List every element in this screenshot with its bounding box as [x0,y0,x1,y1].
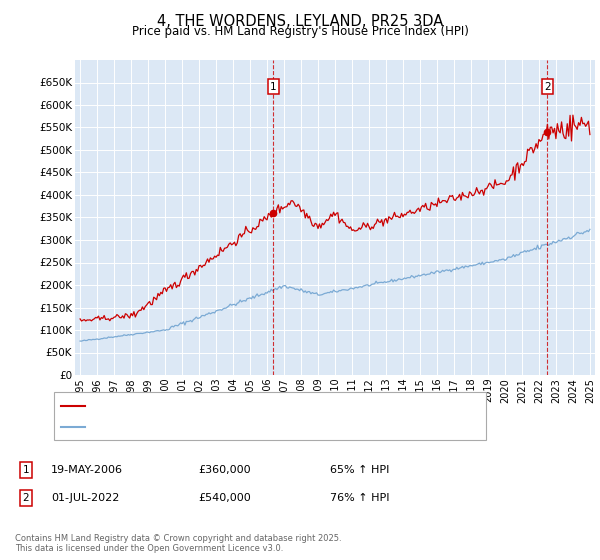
Text: 2: 2 [544,82,551,92]
Text: 19-MAY-2006: 19-MAY-2006 [51,465,123,475]
Text: 4, THE WORDENS, LEYLAND, PR25 3DA: 4, THE WORDENS, LEYLAND, PR25 3DA [157,14,443,29]
Text: 2: 2 [22,493,29,503]
Text: £540,000: £540,000 [198,493,251,503]
Text: 4, THE WORDENS, LEYLAND, PR25 3DA (detached house): 4, THE WORDENS, LEYLAND, PR25 3DA (detac… [91,401,390,410]
Text: HPI: Average price, detached house, South Ribble: HPI: Average price, detached house, Sout… [91,422,350,432]
Text: 1: 1 [22,465,29,475]
Text: 65% ↑ HPI: 65% ↑ HPI [330,465,389,475]
Text: 76% ↑ HPI: 76% ↑ HPI [330,493,389,503]
Text: 01-JUL-2022: 01-JUL-2022 [51,493,119,503]
Text: Price paid vs. HM Land Registry's House Price Index (HPI): Price paid vs. HM Land Registry's House … [131,25,469,38]
Text: Contains HM Land Registry data © Crown copyright and database right 2025.
This d: Contains HM Land Registry data © Crown c… [15,534,341,553]
Text: £360,000: £360,000 [198,465,251,475]
Text: 1: 1 [270,82,277,92]
